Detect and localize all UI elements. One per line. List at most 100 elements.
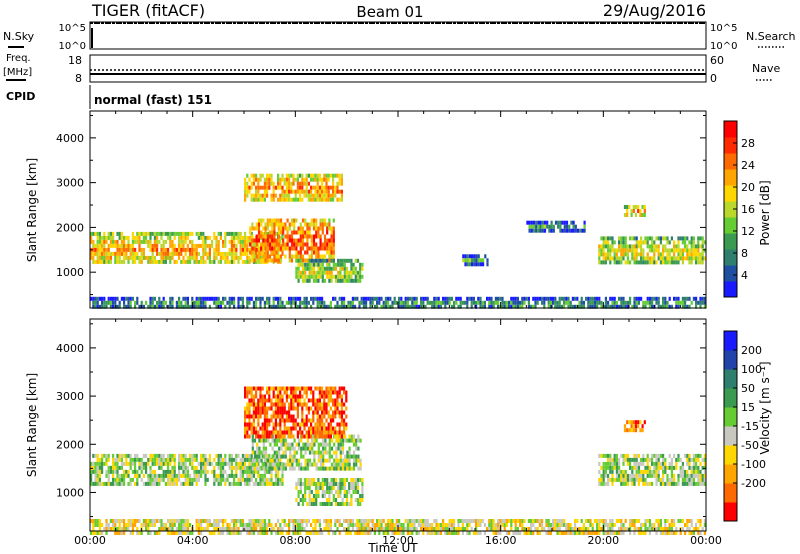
velocity-cell [327, 390, 330, 395]
power-cell [125, 251, 128, 256]
power-cell [222, 300, 225, 305]
power-cell [248, 239, 251, 244]
power-cell [585, 296, 588, 301]
power-cell [250, 185, 253, 190]
power-cell [643, 205, 646, 209]
power-cell [120, 239, 123, 244]
power-cell [94, 300, 97, 305]
velocity-cell [701, 457, 704, 462]
power-cell [151, 255, 154, 260]
velocity-cell [505, 531, 508, 535]
power-cell [206, 243, 209, 248]
velocity-cell [301, 430, 304, 435]
power-cell [604, 260, 607, 265]
velocity-cell [295, 450, 298, 455]
power-cell [675, 256, 678, 261]
velocity-cell [380, 519, 383, 523]
power-cell [290, 238, 294, 243]
power-cell [317, 266, 320, 271]
power-cell [468, 258, 471, 263]
power-cell [365, 300, 368, 305]
velocity-cell [690, 477, 693, 482]
power-cell [189, 247, 192, 252]
velocity-cell [640, 523, 643, 527]
velocity-cell [246, 453, 249, 458]
power-cell [279, 218, 283, 223]
velocity-cell [230, 469, 233, 474]
velocity-cell [686, 469, 689, 474]
velocity-cell [336, 527, 339, 531]
velocity-cell [286, 446, 290, 451]
velocity-cell [292, 426, 295, 431]
power-cell [373, 304, 376, 309]
power-cell [537, 228, 540, 233]
power-cell [197, 304, 200, 309]
velocity-cell [204, 477, 207, 482]
power-cell [326, 242, 329, 247]
power-cell [330, 226, 333, 231]
velocity-cell [233, 523, 236, 527]
power-cell [284, 242, 287, 247]
velocity-cell [273, 458, 276, 463]
velocity-cell [340, 410, 343, 415]
velocity-cell [345, 531, 348, 535]
power-cell [230, 235, 233, 240]
velocity-cell [420, 523, 423, 527]
velocity-cell [400, 531, 403, 535]
velocity-cell [131, 457, 134, 462]
power-cell [607, 240, 610, 245]
power-cell [319, 246, 322, 251]
power-cell [167, 251, 170, 256]
power-cell [406, 300, 409, 305]
velocity-cell [244, 414, 247, 419]
velocity-cell [239, 469, 242, 474]
velocity-cell [325, 430, 328, 435]
power-cell [651, 260, 654, 265]
power-cell [690, 236, 693, 241]
velocity-cell [239, 477, 242, 482]
velocity-cell [268, 406, 271, 411]
power-cell [622, 252, 625, 257]
velocity-cell [270, 481, 273, 486]
velocity-cell [263, 469, 266, 474]
power-cell [546, 224, 549, 229]
power-cell [285, 177, 288, 182]
velocity-cell [483, 531, 486, 535]
power-cell [315, 250, 318, 255]
power-cell [263, 185, 266, 190]
power-cell [646, 256, 649, 261]
velocity-cell [607, 457, 610, 462]
power-cell [123, 235, 126, 240]
power-cell [233, 255, 236, 260]
velocity-cell [299, 531, 302, 535]
power-cell [350, 270, 353, 275]
power-cell [279, 226, 283, 231]
velocity-cell [90, 531, 93, 535]
velocity-cell [268, 453, 271, 458]
power-cell [330, 238, 333, 243]
velocity-cell [116, 461, 119, 466]
power-cell [217, 259, 220, 264]
velocity-cell [677, 477, 680, 482]
velocity-cell [251, 438, 254, 443]
power-cell [169, 255, 172, 260]
velocity-cell [160, 461, 163, 466]
velocity-cell [282, 438, 285, 443]
velocity-cell [336, 394, 339, 399]
power-cell [257, 181, 260, 186]
velocity-cell [580, 527, 583, 531]
velocity-cell [280, 438, 283, 443]
power-cell [439, 304, 442, 309]
velocity-cell [252, 473, 255, 478]
velocity-cell [105, 473, 108, 478]
velocity-cell [699, 461, 702, 466]
power-cell [695, 260, 698, 265]
power-cell [323, 234, 327, 239]
velocity-cell [613, 477, 616, 482]
power-cell [488, 300, 491, 305]
velocity-cell [657, 519, 660, 523]
velocity-cell [322, 450, 325, 455]
power-cell [96, 296, 99, 301]
power-cell [312, 234, 316, 239]
velocity-cell [158, 453, 161, 458]
